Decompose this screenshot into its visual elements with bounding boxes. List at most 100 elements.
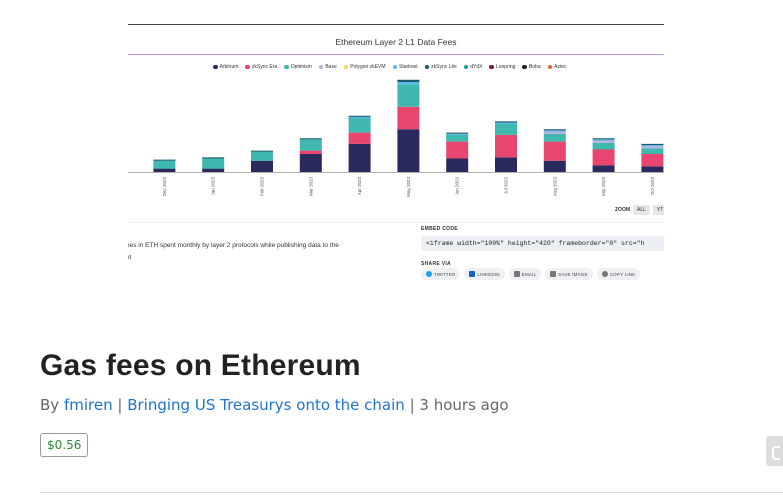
price-badge[interactable]: $0.56 — [40, 433, 89, 457]
x-tick-label: Sep 2023 — [601, 177, 606, 197]
x-tick-label: May 2023 — [406, 177, 411, 197]
legend-item[interactable]: Starknet — [392, 64, 418, 70]
bar-segment[interactable] — [153, 159, 176, 161]
bar-segment[interactable] — [543, 160, 566, 172]
bar-segment[interactable] — [495, 134, 517, 158]
bar-segment[interactable] — [641, 166, 664, 172]
bar-segment[interactable] — [348, 116, 371, 118]
bar-segment[interactable] — [153, 160, 176, 169]
bar-segment[interactable] — [446, 134, 469, 142]
title-underline — [128, 54, 664, 55]
side-tab-widget[interactable] — [766, 436, 783, 466]
bar-segment[interactable] — [446, 158, 469, 173]
bar-segment[interactable] — [251, 151, 273, 161]
bar-segment[interactable] — [592, 149, 615, 166]
chart-description: ees in ETH spent monthly by layer 2 prot… — [128, 240, 406, 264]
bar-segment[interactable] — [592, 138, 615, 140]
legend-dot-icon — [392, 64, 398, 70]
channel-link[interactable]: Bringing US Treasurys onto the chain — [127, 396, 405, 414]
separator: | — [409, 396, 415, 414]
legend-dot-icon — [522, 64, 527, 70]
zoom-all-button[interactable]: ALL — [633, 205, 650, 215]
legend-item[interactable]: zkSync Lite — [424, 64, 457, 70]
bar-segment[interactable] — [446, 141, 469, 159]
bar-segment[interactable] — [495, 123, 517, 135]
bar-segment[interactable] — [592, 140, 615, 143]
legend-dot-icon — [489, 64, 494, 70]
bar-segment[interactable] — [592, 142, 615, 150]
bar-segment[interactable] — [348, 118, 371, 133]
bar-segment[interactable] — [592, 139, 615, 141]
bar-segment[interactable] — [543, 141, 566, 161]
bar-segment[interactable] — [251, 160, 273, 172]
share-via-label: SHARE VIA — [421, 261, 451, 267]
bar-segment[interactable] — [592, 165, 615, 172]
bar-segment[interactable] — [543, 129, 566, 131]
chart-screenshot[interactable]: Ethereum Layer 2 L1 Data Fees Arbitrum zk… — [128, 24, 664, 322]
legend-item[interactable]: Boba — [522, 64, 541, 70]
legend-item[interactable]: Polygon zkEVM — [343, 64, 386, 70]
linkedin-icon — [469, 271, 476, 277]
bar-segment[interactable] — [348, 115, 371, 117]
share-twitter-button[interactable]: TWITTER — [421, 268, 461, 280]
legend-label: zkSync Lite — [431, 64, 457, 70]
author-link[interactable]: fmiren — [63, 396, 113, 414]
bar-segment[interactable] — [153, 168, 176, 172]
top-border — [128, 24, 664, 25]
bar-segment[interactable] — [641, 143, 664, 145]
share-email-button[interactable]: EMAIL — [508, 268, 542, 280]
share-copy-link-button[interactable]: COPY LINK — [596, 268, 641, 280]
twitter-icon — [426, 271, 432, 277]
bar-segment[interactable] — [543, 133, 566, 142]
bar-segment[interactable] — [543, 130, 566, 132]
embed-code-field[interactable]: <iframe width="100%" height="420" frameb… — [421, 236, 664, 251]
email-icon — [513, 271, 520, 277]
zoom-label: ZOOM — [615, 207, 630, 213]
bar-segment[interactable] — [397, 84, 420, 107]
bar-segment[interactable] — [641, 154, 664, 167]
chart-legend: Arbitrum zkSync Era Optimism Base Polygon zk… — [213, 64, 567, 70]
bar-segment[interactable] — [543, 131, 566, 134]
bar-segment[interactable] — [202, 168, 225, 172]
description-line: ees in ETH spent monthly by layer 2 prot… — [128, 242, 339, 249]
bar-segment[interactable] — [641, 146, 664, 149]
bar-segment[interactable] — [299, 150, 322, 154]
legend-item[interactable]: zkSync Era — [245, 64, 277, 70]
share-save-image-button[interactable]: SAVE IMAGE — [545, 268, 593, 280]
bar-segment[interactable] — [397, 106, 420, 130]
share-buttons: TWITTER LINKEDIN EMAIL SAVE IMAGE COPY L… — [421, 268, 641, 280]
bar-segment[interactable] — [202, 158, 225, 169]
bar-segment[interactable] — [397, 129, 420, 172]
bar-segment[interactable] — [446, 133, 469, 135]
bar-segment[interactable] — [202, 157, 225, 159]
share-linkedin-button[interactable]: LINKEDIN — [464, 268, 505, 280]
bar-segment[interactable] — [641, 145, 664, 147]
bar-segment[interactable] — [299, 139, 322, 151]
bar-segment[interactable] — [348, 143, 371, 172]
legend-item[interactable]: Base — [318, 64, 337, 70]
legend-label: Starknet — [399, 64, 418, 70]
legend-item[interactable]: Aztec — [547, 64, 567, 70]
section-divider — [40, 492, 783, 493]
legend-item[interactable]: Optimism — [284, 64, 312, 70]
bar-segment[interactable] — [641, 148, 664, 154]
bar-segment[interactable] — [446, 132, 469, 134]
bar-segment[interactable] — [495, 122, 517, 124]
legend-label: Base — [325, 64, 337, 70]
bar-segment[interactable] — [251, 150, 273, 152]
legend-item[interactable]: Arbitrum — [213, 64, 238, 70]
zoom-ytd-button[interactable]: YT — [652, 205, 664, 215]
bar-segment[interactable] — [495, 157, 517, 172]
bar-segment[interactable] — [299, 154, 322, 172]
bar-segment[interactable] — [397, 82, 420, 85]
bar-segment[interactable] — [495, 121, 517, 123]
camera-icon — [550, 271, 557, 277]
bar-segment[interactable] — [299, 138, 322, 140]
x-tick-label: Feb 2023 — [260, 177, 265, 197]
bar-segment[interactable] — [348, 132, 371, 144]
share-button-label: SAVE IMAGE — [558, 271, 588, 277]
legend-item[interactable]: Loopring — [489, 64, 515, 70]
bar-segment[interactable] — [397, 79, 420, 82]
legend-item[interactable]: dYdX — [463, 64, 482, 70]
post-title[interactable]: Gas fees on Ethereum — [40, 349, 361, 382]
